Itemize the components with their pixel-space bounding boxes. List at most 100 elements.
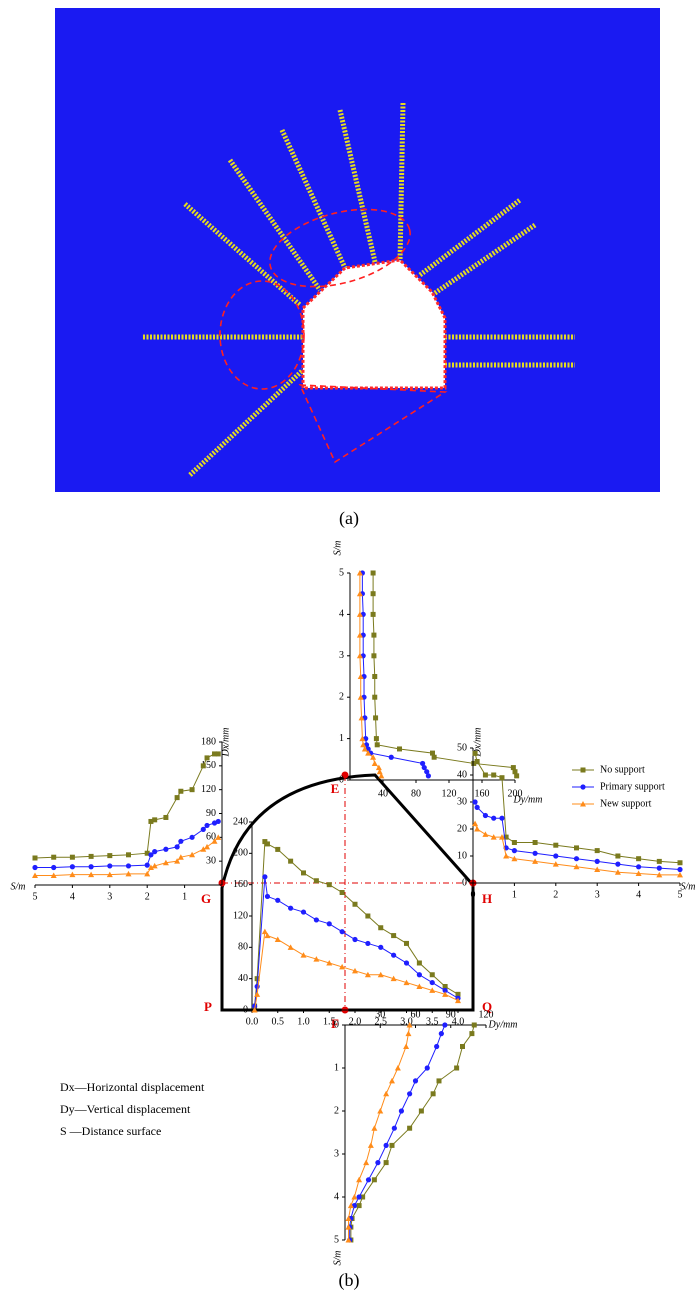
marker bbox=[50, 872, 57, 878]
point-label: E bbox=[331, 781, 340, 796]
marker bbox=[372, 674, 378, 679]
marker bbox=[407, 1125, 413, 1131]
marker bbox=[656, 858, 662, 864]
marker bbox=[378, 772, 385, 779]
marker bbox=[383, 1160, 389, 1166]
marker bbox=[416, 983, 423, 989]
marker bbox=[373, 715, 379, 721]
x-tick-label: 3.5 bbox=[426, 1016, 439, 1027]
marker bbox=[287, 944, 294, 950]
marker bbox=[377, 1108, 384, 1114]
marker bbox=[178, 838, 184, 844]
marker bbox=[357, 673, 364, 679]
x-tick-label: 0 bbox=[339, 774, 344, 785]
marker bbox=[472, 799, 478, 805]
marker bbox=[615, 861, 621, 867]
marker bbox=[474, 826, 481, 832]
marker bbox=[532, 850, 538, 856]
y-tick-label: 30 bbox=[375, 1009, 385, 1020]
marker bbox=[339, 890, 345, 895]
panel-a bbox=[55, 8, 660, 492]
marker bbox=[424, 1065, 430, 1071]
marker bbox=[394, 1065, 401, 1071]
marker bbox=[471, 760, 477, 766]
x-tick-label: 5 bbox=[334, 1234, 339, 1245]
y-tick-label: 0 bbox=[462, 877, 467, 888]
marker bbox=[347, 1202, 354, 1209]
marker bbox=[356, 1203, 362, 1209]
marker bbox=[472, 750, 478, 756]
marker bbox=[442, 987, 448, 994]
marker bbox=[200, 826, 206, 832]
marker bbox=[615, 853, 621, 859]
y-tick-label: 90 bbox=[446, 1009, 456, 1020]
caption: (b) bbox=[339, 1270, 360, 1291]
x-tick-label: 5 bbox=[33, 891, 38, 902]
y-tick-label: 50 bbox=[457, 742, 467, 753]
marker bbox=[313, 956, 320, 962]
marker bbox=[580, 801, 586, 807]
x-tick-label: 4.0 bbox=[452, 1016, 465, 1027]
marker bbox=[503, 834, 509, 840]
y-axis-label: Dx/mm bbox=[472, 728, 483, 758]
marker bbox=[490, 834, 497, 840]
marker bbox=[163, 846, 169, 852]
marker bbox=[189, 787, 195, 793]
x-tick-label: 1 bbox=[334, 1062, 339, 1073]
marker bbox=[261, 928, 268, 935]
marker bbox=[326, 921, 332, 927]
point bbox=[341, 771, 349, 779]
marker bbox=[301, 870, 306, 876]
marker bbox=[403, 979, 410, 986]
bolt bbox=[337, 109, 378, 263]
marker bbox=[499, 775, 505, 781]
marker bbox=[388, 754, 394, 760]
marker bbox=[370, 591, 376, 597]
marker bbox=[398, 1108, 404, 1114]
marker bbox=[204, 843, 211, 850]
marker bbox=[594, 866, 601, 872]
x-tick-label: 0 bbox=[471, 889, 476, 900]
marker bbox=[511, 848, 517, 854]
marker bbox=[361, 745, 368, 752]
marker bbox=[371, 760, 378, 766]
y-tick-label: 90 bbox=[206, 808, 216, 819]
x-tick-label: 1 bbox=[182, 891, 187, 902]
marker bbox=[391, 933, 397, 939]
marker bbox=[656, 865, 662, 871]
marker bbox=[370, 570, 376, 576]
marker bbox=[375, 764, 382, 771]
x-axis-label: S/m bbox=[11, 881, 26, 892]
marker bbox=[573, 856, 580, 862]
marker bbox=[416, 960, 422, 966]
x-tick-label: 1.5 bbox=[323, 1016, 336, 1027]
marker bbox=[491, 815, 497, 821]
y-tick-label: 60 bbox=[411, 1009, 421, 1020]
marker bbox=[356, 652, 363, 659]
marker bbox=[455, 997, 461, 1004]
marker bbox=[656, 871, 663, 878]
model-background bbox=[55, 8, 660, 492]
marker bbox=[370, 611, 376, 617]
caption: (a) bbox=[339, 508, 359, 529]
marker bbox=[371, 1125, 378, 1131]
series-line bbox=[348, 1024, 411, 1240]
x-tick-label: 1 bbox=[512, 889, 517, 900]
marker bbox=[491, 772, 497, 778]
marker bbox=[553, 842, 559, 848]
marker bbox=[371, 1177, 377, 1183]
marker bbox=[254, 991, 261, 997]
x-tick-label: 5 bbox=[678, 889, 683, 900]
damage-zone bbox=[219, 280, 305, 390]
damage-zone bbox=[269, 208, 411, 288]
marker bbox=[374, 742, 380, 748]
marker bbox=[403, 960, 410, 966]
marker bbox=[313, 917, 319, 923]
marker bbox=[482, 831, 489, 837]
marker bbox=[636, 856, 642, 862]
marker bbox=[212, 751, 218, 757]
marker bbox=[510, 765, 516, 771]
x-tick-label: 0.5 bbox=[272, 1016, 285, 1027]
marker bbox=[88, 864, 94, 870]
marker bbox=[370, 754, 377, 760]
